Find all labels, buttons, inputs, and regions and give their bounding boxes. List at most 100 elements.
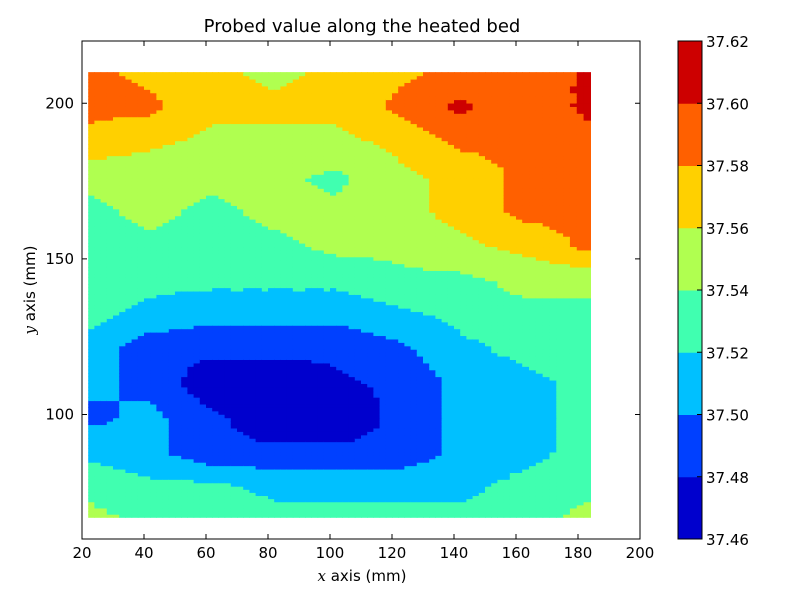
contour-cell	[472, 441, 480, 446]
contour-cell	[435, 434, 443, 439]
contour-cell	[569, 393, 578, 398]
contour-cell	[336, 321, 343, 326]
contour-cell	[175, 468, 182, 473]
contour-cell	[509, 421, 517, 426]
contour-cell	[373, 383, 381, 388]
contour-cell	[156, 280, 164, 285]
contour-cell	[478, 345, 486, 350]
contour-cell	[168, 414, 176, 419]
contour-cell	[385, 397, 393, 402]
contour-cell	[199, 465, 207, 470]
contour-cell	[423, 386, 430, 391]
contour-cell	[348, 475, 356, 480]
contour-cell	[535, 514, 544, 518]
contour-cell	[168, 314, 176, 319]
contour-cell	[330, 355, 337, 361]
contour-cell	[373, 492, 381, 497]
contour-cell	[522, 352, 530, 357]
contour-cell	[261, 455, 269, 460]
contour-cell	[100, 510, 108, 515]
contour-cell	[255, 434, 263, 439]
contour-cell	[379, 366, 387, 371]
contour-cell	[305, 455, 312, 460]
contour-cell	[478, 492, 486, 497]
contour-cell	[542, 475, 551, 480]
contour-cell	[535, 462, 544, 467]
contour-cell	[113, 342, 120, 347]
contour-cell	[330, 455, 337, 460]
contour-cell	[410, 492, 418, 497]
contour-cell	[311, 482, 319, 487]
contour-cell	[144, 445, 151, 450]
contour-cell	[529, 407, 537, 412]
contour-cell	[156, 462, 164, 467]
contour-cell	[379, 498, 387, 503]
contour-cell	[119, 504, 126, 509]
contour-cell	[131, 407, 139, 412]
contour-cell	[292, 475, 300, 480]
contour-cell	[336, 504, 343, 509]
contour-cell	[348, 314, 356, 319]
contour-cell	[286, 369, 294, 374]
contour-cell	[230, 369, 238, 374]
contour-cell	[410, 400, 418, 405]
contour-cell	[230, 475, 238, 480]
contour-cell	[435, 421, 443, 426]
contour-cell	[88, 410, 95, 415]
contour-cell	[286, 376, 294, 381]
contour-cell	[416, 441, 424, 446]
contour-cell	[342, 407, 350, 412]
contour-cell	[398, 407, 405, 412]
contour-cell	[156, 486, 164, 490]
contour-cell	[317, 421, 325, 426]
contour-cell	[274, 510, 281, 515]
contour-cell	[323, 403, 331, 408]
contour-cell	[150, 349, 157, 354]
contour-cell	[119, 407, 126, 412]
contour-cell	[113, 495, 120, 500]
contour-cell	[305, 410, 312, 415]
contour-cell	[249, 462, 257, 467]
contour-cell	[569, 468, 578, 473]
contour-cell	[187, 284, 195, 289]
contour-cell	[466, 383, 474, 388]
contour-cell	[224, 458, 232, 463]
contour-cell	[583, 383, 591, 388]
contour-cell	[218, 325, 226, 330]
contour-cell	[398, 482, 405, 487]
contour-cell	[342, 431, 350, 436]
contour-cell	[137, 410, 145, 415]
contour-cell	[330, 486, 337, 490]
contour-cell	[206, 349, 213, 354]
contour-cell	[311, 397, 319, 402]
contour-cell	[410, 345, 418, 350]
contour-cell	[583, 355, 591, 361]
contour-cell	[447, 427, 455, 432]
contour-cell	[299, 355, 306, 361]
contour-cell	[94, 427, 102, 432]
contour-cell	[460, 472, 467, 477]
contour-cell	[274, 369, 281, 374]
contour-cell	[423, 514, 430, 518]
contour-cell	[280, 407, 288, 412]
contour-cell	[354, 393, 362, 398]
contour-cell	[181, 498, 188, 503]
contour-cell	[311, 501, 319, 506]
contour-cell	[94, 355, 102, 361]
contour-cell	[224, 462, 232, 467]
contour-cell	[119, 352, 126, 357]
contour-cell	[373, 397, 381, 402]
contour-cell	[466, 475, 474, 480]
contour-cell	[485, 462, 492, 467]
contour-cell	[330, 414, 337, 419]
contour-cell	[361, 325, 368, 330]
contour-cell	[243, 355, 250, 361]
contour-cell	[237, 366, 244, 371]
contour-cell	[255, 482, 263, 487]
contour-cell	[576, 407, 585, 412]
contour-cell	[583, 492, 591, 497]
contour-cell	[88, 441, 95, 446]
contour-cell	[212, 355, 219, 361]
contour-cell	[106, 325, 114, 330]
contour-cell	[193, 434, 201, 439]
